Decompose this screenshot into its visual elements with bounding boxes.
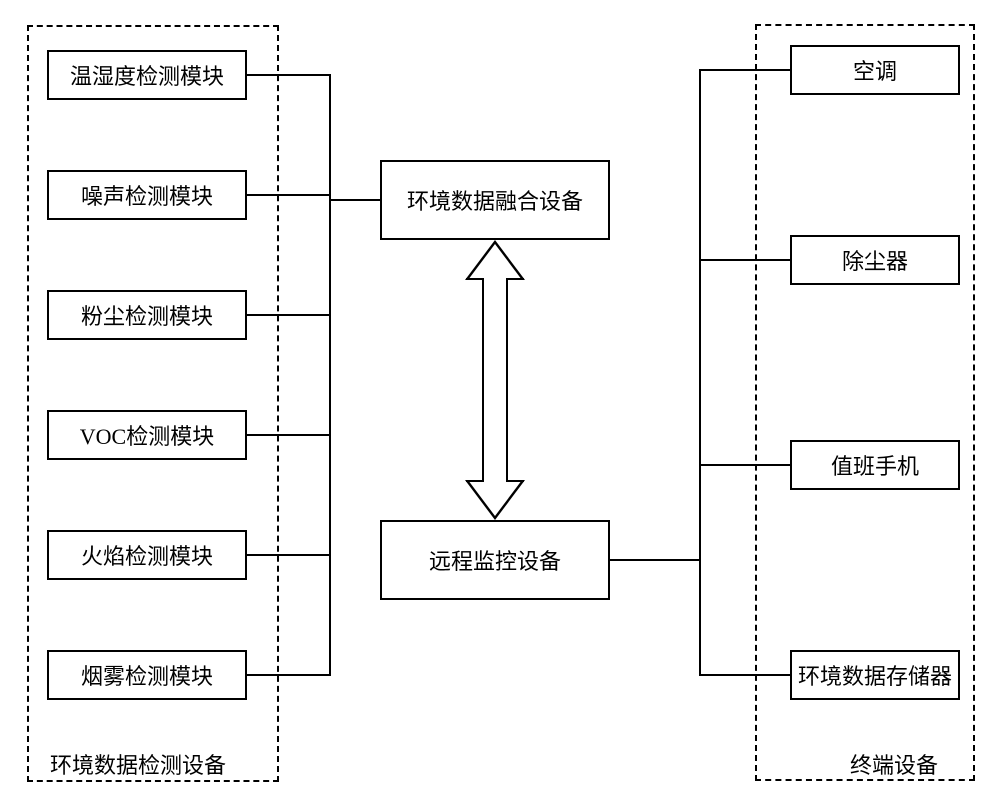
arrow-head-up-fill	[468, 244, 522, 280]
c2-to-right	[610, 559, 700, 561]
arrow-shoulder-top-right	[506, 278, 524, 280]
right-branch-1	[700, 69, 790, 71]
left-branch-5	[247, 554, 331, 556]
left-branch-1	[247, 74, 331, 76]
node-duty-phone: 值班手机	[790, 440, 960, 490]
left-branch-4	[247, 434, 331, 436]
arrow-shaft	[482, 278, 508, 482]
right-trunk	[699, 69, 701, 676]
right-branch-3	[700, 464, 790, 466]
left-branch-2	[247, 194, 331, 196]
left-group-label: 环境数据检测设备	[50, 748, 226, 780]
node-smoke: 烟雾检测模块	[47, 650, 247, 700]
node-noise: 噪声检测模块	[47, 170, 247, 220]
node-aircon: 空调	[790, 45, 960, 95]
diagram-canvas: 环境数据检测设备 终端设备 温湿度检测模块 噪声检测模块 粉尘检测模块 VOC检…	[0, 0, 1000, 812]
node-data-storage: 环境数据存储器	[790, 650, 960, 700]
node-temp-humidity: 温湿度检测模块	[47, 50, 247, 100]
right-branch-4	[700, 674, 790, 676]
arrow-shoulder-bot-left	[466, 480, 484, 482]
left-branch-3	[247, 314, 331, 316]
node-fusion-device: 环境数据融合设备	[380, 160, 610, 240]
right-branch-2	[700, 259, 790, 261]
arrow-head-down-fill	[468, 480, 522, 516]
left-trunk	[329, 74, 331, 676]
node-remote-monitor: 远程监控设备	[380, 520, 610, 600]
node-voc: VOC检测模块	[47, 410, 247, 460]
right-group-label: 终端设备	[850, 748, 938, 780]
arrow-shoulder-bot-right	[506, 480, 524, 482]
node-dust-collector: 除尘器	[790, 235, 960, 285]
left-branch-6	[247, 674, 331, 676]
node-dust: 粉尘检测模块	[47, 290, 247, 340]
arrow-shoulder-top-left	[466, 278, 484, 280]
node-flame: 火焰检测模块	[47, 530, 247, 580]
left-to-c1	[330, 199, 380, 201]
